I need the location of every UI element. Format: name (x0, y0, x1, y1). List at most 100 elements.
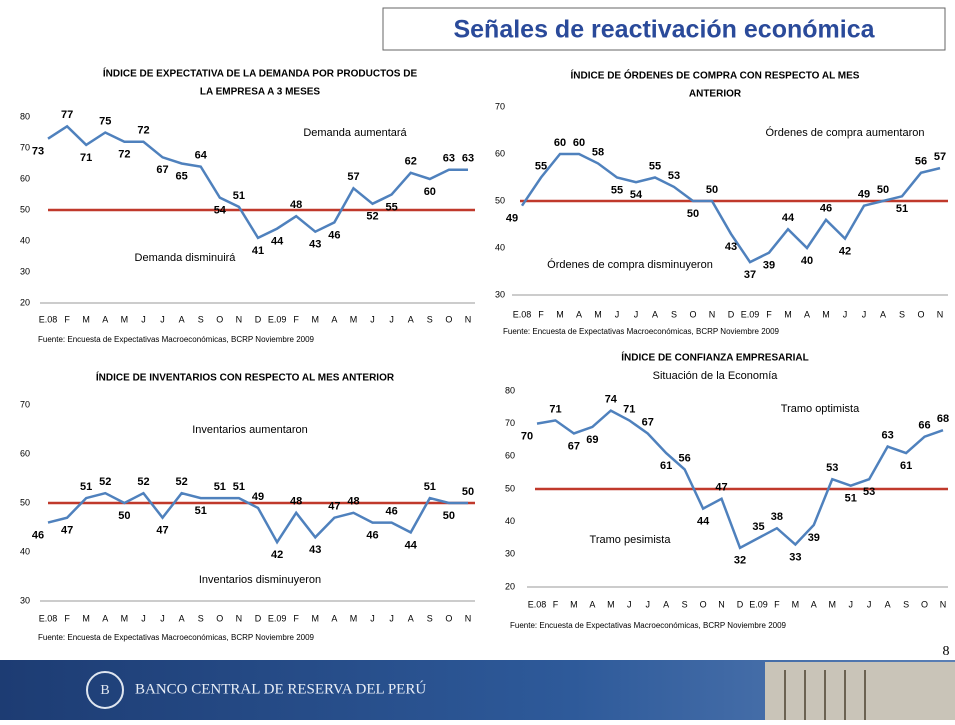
data-label: 49 (252, 491, 264, 503)
x-tick-label: D (728, 309, 735, 319)
x-tick-label: O (445, 314, 452, 324)
chart-title: ÍNDICE DE ÓRDENES DE COMPRA CON RESPECTO… (571, 69, 860, 82)
y-tick-label: 60 (495, 148, 505, 158)
data-label: 52 (99, 476, 111, 488)
x-tick-label: N (940, 599, 947, 609)
data-label: 67 (568, 440, 580, 452)
x-tick-label: S (671, 309, 677, 319)
x-tick-label: J (862, 309, 867, 319)
x-tick-label: F (293, 314, 299, 324)
x-tick-label: S (427, 314, 433, 324)
data-label: 52 (137, 476, 149, 488)
data-label: 51 (233, 190, 245, 202)
data-label: 41 (252, 245, 264, 257)
data-label: 38 (771, 511, 783, 523)
y-tick-label: 40 (505, 516, 515, 526)
data-label: 55 (535, 160, 547, 172)
chart-title: ÍNDICE DE INVENTARIOS CON RESPECTO AL ME… (96, 371, 395, 384)
data-label: 54 (214, 205, 227, 217)
data-label: 43 (309, 544, 321, 556)
data-label: 70 (521, 431, 533, 443)
data-label: 69 (586, 434, 598, 446)
y-tick-label: 70 (505, 418, 515, 428)
x-tick-label: N (236, 314, 243, 324)
x-tick-label: A (331, 613, 337, 623)
y-tick-label: 40 (20, 235, 30, 245)
data-label: 51 (80, 481, 92, 493)
x-tick-label: M (829, 599, 837, 609)
data-label: 53 (668, 170, 680, 182)
x-tick-label: A (408, 314, 414, 324)
data-label: 63 (882, 429, 894, 441)
data-label: 52 (176, 476, 188, 488)
x-tick-label: O (921, 599, 928, 609)
x-tick-label: F (293, 613, 299, 623)
x-tick-label: S (903, 599, 909, 609)
data-label: 42 (839, 246, 851, 258)
data-label: 50 (462, 486, 474, 498)
chart-title: ÍNDICE DE CONFIANZA EMPRESARIAL (621, 351, 808, 364)
data-label: 46 (328, 229, 340, 241)
data-label: 47 (715, 482, 727, 494)
x-tick-label: M (312, 613, 320, 623)
data-label: 57 (934, 151, 946, 163)
x-tick-label: M (121, 613, 129, 623)
x-tick-label: J (141, 613, 146, 623)
y-tick-label: 40 (495, 242, 505, 252)
x-tick-label: E.08 (528, 599, 547, 609)
x-tick-label: N (465, 314, 472, 324)
y-tick-label: 20 (505, 581, 515, 591)
chart-title: LA EMPRESA A 3 MESES (200, 87, 321, 98)
x-tick-label: O (445, 613, 452, 623)
x-tick-label: M (822, 309, 830, 319)
data-label: 44 (697, 516, 710, 528)
data-label: 58 (592, 146, 604, 158)
x-tick-label: M (82, 314, 90, 324)
x-tick-label: D (255, 314, 262, 324)
x-tick-label: M (312, 314, 320, 324)
chart-title: ANTERIOR (689, 89, 742, 100)
data-label: 50 (443, 510, 455, 522)
y-tick-label: 70 (20, 399, 30, 409)
x-tick-label: A (652, 309, 658, 319)
annotation: Inventarios aumentaron (192, 424, 308, 436)
data-label: 64 (195, 150, 208, 162)
x-tick-label: N (465, 613, 472, 623)
x-tick-label: M (556, 309, 564, 319)
data-label: 61 (660, 460, 672, 472)
data-line (47, 491, 468, 545)
data-label: 67 (642, 416, 654, 428)
y-tick-label: 80 (505, 385, 515, 395)
source: Fuente: Encuesta de Expectativas Macroec… (510, 621, 787, 630)
data-label: 54 (630, 189, 643, 201)
data-label: 32 (734, 555, 746, 567)
source: Fuente: Encuesta de Expectativas Macroec… (38, 633, 315, 642)
y-tick-label: 50 (495, 195, 505, 205)
x-tick-label: J (160, 314, 165, 324)
x-tick-label: J (843, 309, 848, 319)
data-label: 47 (61, 525, 73, 537)
x-tick-label: M (350, 613, 358, 623)
x-tick-label: F (538, 309, 544, 319)
y-tick-label: 20 (20, 297, 30, 307)
data-line (520, 152, 941, 264)
y-tick-label: 70 (495, 101, 505, 111)
data-label: 46 (386, 506, 398, 518)
slide-title: Señales de reactivación económica (453, 16, 875, 44)
x-tick-label: D (737, 599, 744, 609)
x-tick-label: M (570, 599, 578, 609)
x-tick-label: M (594, 309, 602, 319)
x-tick-label: M (82, 613, 90, 623)
data-label: 47 (156, 525, 168, 537)
data-label: 51 (424, 481, 436, 493)
x-tick-label: N (709, 309, 716, 319)
source: Fuente: Encuesta de Expectativas Macroec… (503, 327, 780, 336)
x-tick-label: M (350, 314, 358, 324)
title-box (382, 7, 946, 51)
x-tick-label: S (682, 599, 688, 609)
data-label: 51 (195, 505, 207, 517)
annotation: Demanda disminuirá (135, 252, 237, 264)
logo-text: B (100, 683, 109, 698)
y-tick-label: 50 (505, 483, 515, 493)
y-tick-label: 30 (505, 549, 515, 559)
